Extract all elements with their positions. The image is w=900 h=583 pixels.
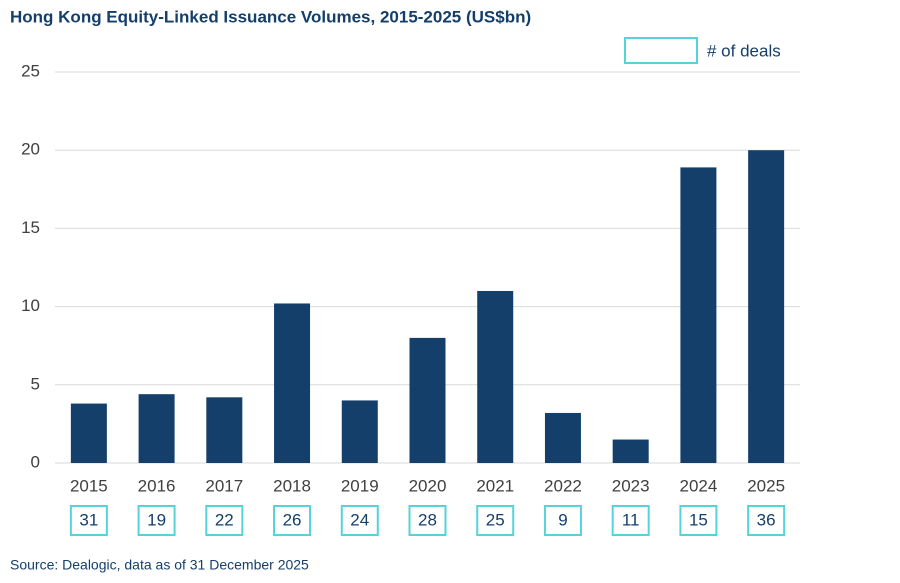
x-tick-label: 2022 xyxy=(544,476,582,495)
bar xyxy=(477,290,514,463)
deal-box xyxy=(69,505,108,536)
x-tick-label: 2021 xyxy=(476,476,514,495)
deal-count: 24 xyxy=(350,510,369,529)
deal-box xyxy=(137,505,176,536)
deal-box xyxy=(273,505,312,536)
x-tick-label: 2016 xyxy=(138,476,176,495)
x-tick-label: 2018 xyxy=(273,476,311,495)
deal-box xyxy=(543,505,582,536)
deal-box xyxy=(476,505,515,536)
x-tick-label: 2017 xyxy=(205,476,243,495)
x-tick-label: 2019 xyxy=(341,476,379,495)
y-tick-label: 20 xyxy=(21,140,40,159)
deal-count: 19 xyxy=(147,510,166,529)
legend-swatch xyxy=(624,37,698,64)
y-tick-label: 10 xyxy=(21,296,40,315)
y-tick-label: 0 xyxy=(31,452,40,471)
deal-box xyxy=(747,505,786,536)
bar xyxy=(274,303,311,463)
deal-count: 25 xyxy=(486,510,505,529)
deal-count: 36 xyxy=(757,510,776,529)
bar xyxy=(544,412,581,463)
deal-box xyxy=(340,505,379,536)
bar xyxy=(206,397,243,463)
bar xyxy=(138,394,175,463)
chart-title: Hong Kong Equity-Linked Issuance Volumes… xyxy=(10,7,531,26)
deal-box xyxy=(408,505,447,536)
legend-label: # of deals xyxy=(707,41,781,60)
bar xyxy=(680,167,717,464)
deal-count: 15 xyxy=(689,510,708,529)
bar xyxy=(612,439,649,463)
deal-count: 31 xyxy=(79,510,98,529)
deal-box xyxy=(205,505,244,536)
bar xyxy=(70,403,107,463)
deal-count: 26 xyxy=(283,510,302,529)
y-tick-label: 15 xyxy=(21,218,40,237)
deal-count: 11 xyxy=(622,510,640,529)
deal-box xyxy=(679,505,718,536)
x-tick-label: 2020 xyxy=(409,476,447,495)
deal-count: 9 xyxy=(558,510,567,529)
source-note: Source: Dealogic, data as of 31 December… xyxy=(10,557,309,573)
bar xyxy=(748,150,785,463)
x-tick-label: 2024 xyxy=(679,476,717,495)
bar xyxy=(409,337,446,463)
deal-box xyxy=(611,505,650,536)
x-tick-label: 2025 xyxy=(747,476,785,495)
x-tick-label: 2023 xyxy=(612,476,650,495)
y-tick-label: 5 xyxy=(31,374,40,393)
y-tick-label: 25 xyxy=(21,61,40,80)
bar xyxy=(341,400,378,463)
deal-count: 28 xyxy=(418,510,437,529)
x-tick-label: 2015 xyxy=(70,476,108,495)
deal-count: 22 xyxy=(215,510,234,529)
